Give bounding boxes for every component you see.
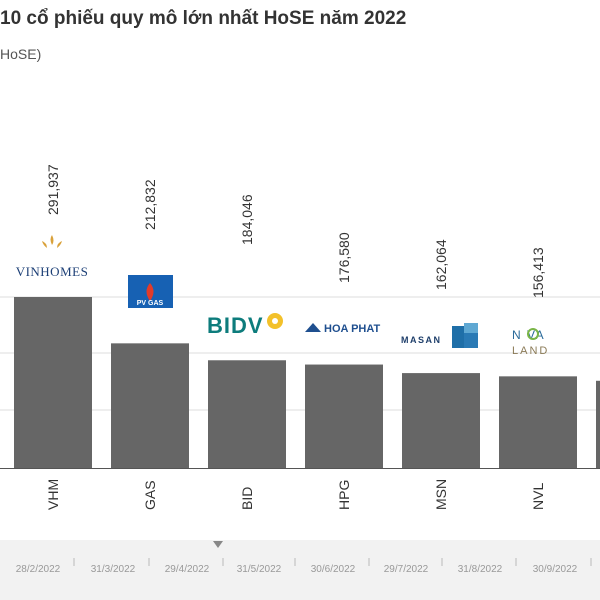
svg-text:LAND: LAND	[512, 345, 549, 357]
bar-vhm[interactable]	[14, 297, 92, 468]
timeline-label[interactable]: 29/4/2022	[165, 564, 210, 575]
value-label: 156,413	[530, 247, 546, 298]
category-label: GAS	[142, 480, 158, 510]
value-label: 291,937	[45, 164, 61, 215]
bar-bid[interactable]	[208, 360, 286, 468]
chart-title: 10 cổ phiếu quy mô lớn nhất HoSE năm 202…	[0, 8, 407, 29]
svg-text:PV GAS: PV GAS	[137, 300, 164, 307]
svg-text:MASAN: MASAN	[401, 335, 442, 345]
timeline-background	[0, 540, 600, 600]
vinhomes-logo: VINHOMES	[16, 235, 89, 279]
timeline-label[interactable]: 31/8/2022	[458, 564, 503, 575]
value-label: 212,832	[142, 179, 158, 230]
svg-text:BIDV: BIDV	[207, 313, 264, 338]
hoaphat-logo: HOA PHAT	[305, 323, 381, 335]
category-label: MSN	[433, 479, 449, 510]
bidv-logo: BIDV	[207, 313, 283, 338]
value-label: 162,064	[433, 239, 449, 290]
timeline-marker[interactable]	[213, 541, 223, 548]
category-label: HPG	[336, 480, 352, 510]
bar-gas[interactable]	[111, 343, 189, 468]
timeline-label[interactable]: 29/7/2022	[384, 564, 429, 575]
bar-chart: 291,937 VHM 212,832 GAS 184,046 BID 176,580 HPG…	[0, 164, 600, 510]
category-label: NVL	[530, 483, 546, 510]
category-label: BID	[239, 487, 255, 510]
timeline-label[interactable]: 30/6/2022	[311, 564, 356, 575]
chart-subtitle: HoSE)	[0, 46, 42, 62]
svg-text:VINHOMES: VINHOMES	[16, 264, 89, 279]
category-label: VHM	[45, 479, 61, 510]
timeline-label[interactable]: 31/3/2022	[91, 564, 136, 575]
bar-nvl[interactable]	[499, 376, 577, 468]
masan-logo: MASAN	[401, 323, 478, 348]
timeline-slider[interactable]: 28/2/2022 31/3/2022 29/4/2022 31/5/2022 30/6…	[0, 540, 600, 600]
value-label: 184,046	[239, 194, 255, 245]
timeline-label[interactable]: 31/5/2022	[237, 564, 282, 575]
bar-hpg[interactable]	[305, 364, 383, 468]
svg-text:HOA PHAT: HOA PHAT	[324, 323, 381, 335]
timeline-label[interactable]: 30/9/2022	[533, 564, 578, 575]
value-label: 176,580	[336, 232, 352, 283]
bar-msn[interactable]	[402, 373, 480, 468]
pvgas-logo: PV GAS	[128, 275, 173, 308]
bar-partial	[596, 380, 600, 468]
timeline-label[interactable]: 28/2/2022	[16, 564, 61, 575]
